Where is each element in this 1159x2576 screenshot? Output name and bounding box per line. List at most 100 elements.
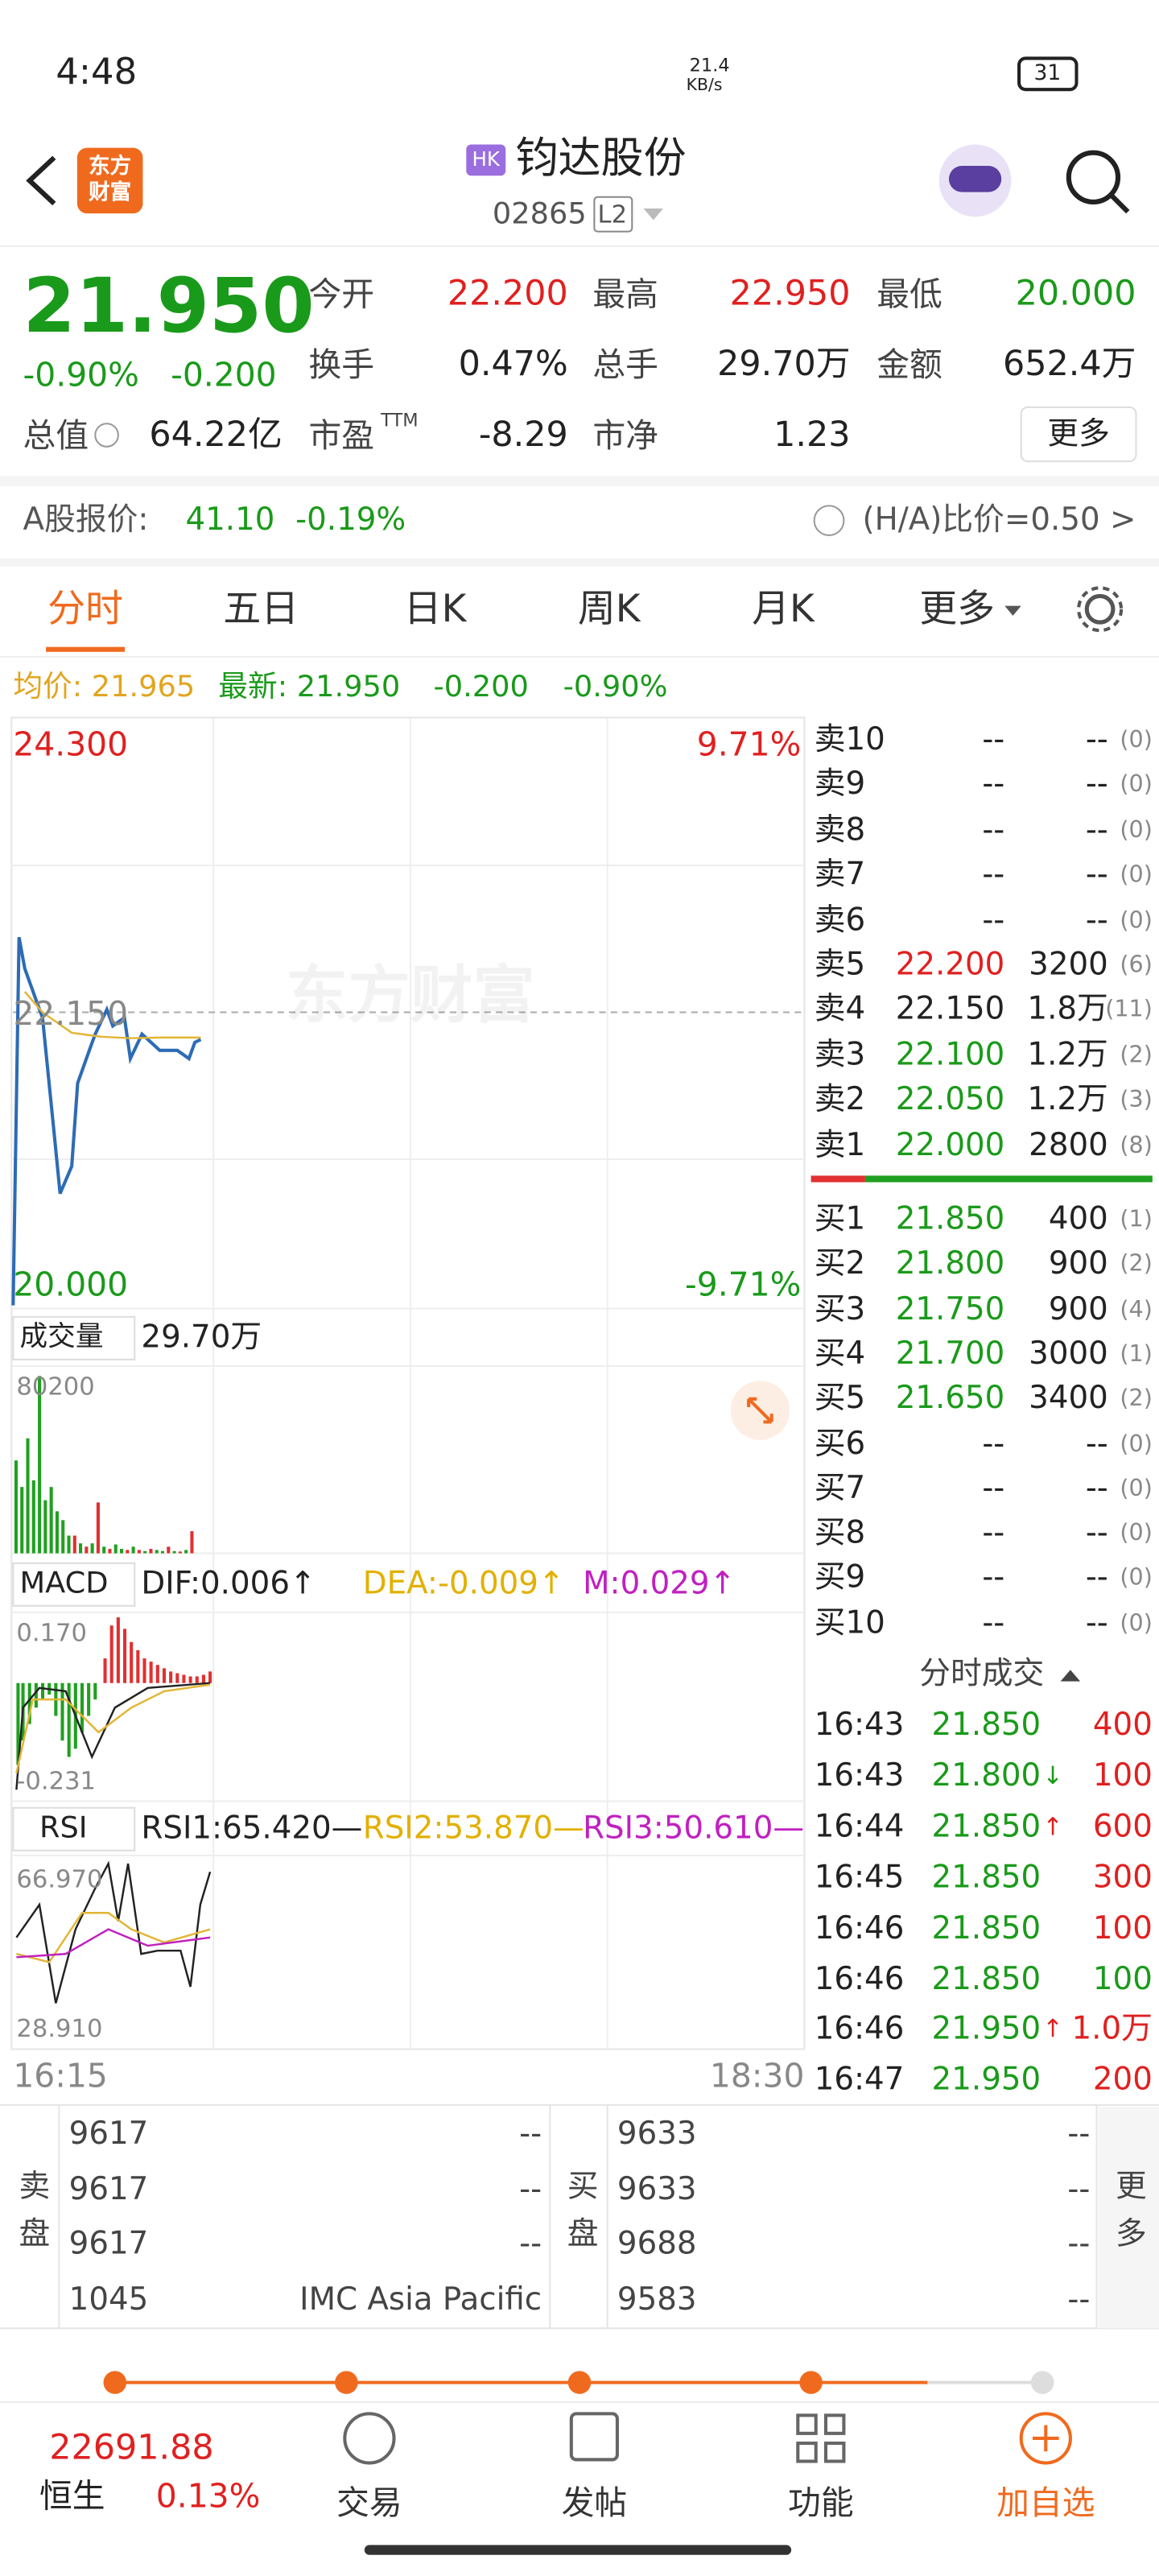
change-pct: -0.90% <box>23 354 139 394</box>
volume-bar <box>120 1549 124 1554</box>
book-price: -- <box>982 1559 1005 1596</box>
search-icon[interactable] <box>1066 150 1121 204</box>
field-label: 换手 <box>308 345 375 385</box>
volume-label[interactable]: 成交量 <box>19 1320 104 1354</box>
avg-price: 均价: 21.965 <box>13 670 196 705</box>
book-volume: -- <box>1085 1604 1108 1641</box>
book-volume: 400 <box>1048 1201 1108 1237</box>
book-price: -- <box>982 857 1005 893</box>
nav-item[interactable]: 发帖 <box>561 2483 628 2522</box>
band <box>0 476 1159 486</box>
trade-volume: 200 <box>1092 2062 1153 2099</box>
volume-bar <box>155 1550 159 1554</box>
back-icon[interactable] <box>26 155 56 206</box>
book-count: (0) <box>1120 1610 1153 1637</box>
field-value: 29.70万 <box>717 344 851 384</box>
trade-arrow: ↑ <box>1042 1811 1063 1842</box>
robot-icon[interactable] <box>938 144 1012 217</box>
book-price: 22.150 <box>895 991 1005 1028</box>
rsi3: RSI3:50.610— <box>583 1810 805 1847</box>
field-label: 总值 <box>23 415 89 455</box>
latest-price: 最新: 21.950 <box>218 670 401 705</box>
trade-icon[interactable] <box>343 2412 396 2465</box>
watermark: 东方财富 <box>285 959 535 1031</box>
book-count: (0) <box>1120 1520 1153 1547</box>
tab[interactable]: 更多 <box>919 588 996 632</box>
broker-id: 9633 <box>617 2116 697 2153</box>
more-button[interactable]: 更多 <box>1047 416 1110 452</box>
latest-change: -0.200 <box>433 670 529 705</box>
nav-item[interactable]: 交易 <box>336 2483 402 2522</box>
trade-time: 16:43 <box>814 1707 905 1744</box>
ha-ratio[interactable]: (H/A)比价=0.50 > <box>862 502 1136 539</box>
broker-id: 1045 <box>68 2281 149 2318</box>
broker-more[interactable]: 更多 <box>1110 2169 1147 2264</box>
book-level: 卖3 <box>814 1036 866 1073</box>
volume-bar <box>14 1460 18 1554</box>
macd-bars <box>103 1617 212 1683</box>
trade-price: 21.850 <box>931 1960 1041 1997</box>
book-count: (2) <box>1120 1385 1153 1413</box>
book-price: -- <box>982 1514 1005 1551</box>
chart-frame <box>10 716 806 2050</box>
broker-id: 9617 <box>68 2116 149 2153</box>
book-price: -- <box>982 901 1005 938</box>
tab[interactable]: 五日 <box>223 588 299 632</box>
trade-volume: 1.0万 <box>1071 2011 1153 2048</box>
func-icon[interactable] <box>796 2413 846 2463</box>
macd-dea <box>15 1683 211 1774</box>
broker-id: 9617 <box>68 2170 149 2207</box>
macd-dea: DEA:-0.009↑ <box>362 1565 565 1602</box>
x-tick-label: 18:30 <box>709 2055 805 2095</box>
status-time: 4:48 <box>56 52 138 94</box>
trade-price: 21.850 <box>931 1808 1041 1845</box>
field-label: 最低 <box>876 274 942 314</box>
field-value: 0.47% <box>458 344 568 384</box>
add-icon[interactable] <box>1019 2412 1072 2465</box>
field-value: 22.950 <box>729 273 851 313</box>
trades-title: 分时成交 <box>919 1656 1045 1692</box>
dropdown[interactable] <box>643 208 664 221</box>
volume-bar <box>38 1376 42 1554</box>
book-volume: 1.2万 <box>1027 1036 1108 1073</box>
book-level: 买6 <box>814 1425 866 1462</box>
volume-bar <box>31 1480 35 1554</box>
net-speed: 21.4 <box>689 55 730 76</box>
broker-name: -- <box>1067 2281 1091 2318</box>
book-volume: 3400 <box>1029 1380 1108 1417</box>
tab[interactable]: 日K <box>403 588 467 632</box>
index-value: 22691.88 <box>49 2427 214 2467</box>
book-price: -- <box>982 1604 1005 1641</box>
nav-item[interactable]: 加自选 <box>996 2483 1095 2522</box>
volume-bar <box>143 1550 147 1554</box>
nav-item[interactable]: 功能 <box>788 2483 854 2522</box>
post-icon[interactable] <box>569 2412 619 2462</box>
y2-tick-label: 9.71% <box>696 724 802 764</box>
book-level: 买8 <box>814 1514 866 1551</box>
book-price: 21.650 <box>895 1380 1005 1417</box>
book-level: 买7 <box>814 1470 866 1507</box>
field-label: 市盈 <box>308 415 375 455</box>
book-price: 22.100 <box>895 1036 1005 1073</box>
volume-bar <box>184 1550 188 1554</box>
help-icon[interactable] <box>813 505 845 536</box>
macd-m: M:0.029↑ <box>583 1565 736 1602</box>
book-level: 卖9 <box>814 766 866 803</box>
tab[interactable]: 月K <box>752 588 815 632</box>
settings-icon[interactable] <box>1084 593 1116 625</box>
trade-price: 21.800 <box>931 1757 1041 1794</box>
book-count: (6) <box>1120 952 1153 979</box>
book-bar <box>864 1175 1153 1183</box>
macd-label[interactable]: MACD <box>19 1566 109 1601</box>
broker-name: -- <box>1067 2170 1091 2207</box>
tab[interactable]: 周K <box>577 588 641 632</box>
trade-price: 21.950 <box>931 2062 1041 2099</box>
rsi-label[interactable]: RSI <box>39 1810 88 1846</box>
rsi1: RSI1:65.420— <box>141 1810 363 1847</box>
rsi-bottom: 28.910 <box>16 2013 103 2044</box>
book-volume: -- <box>1085 811 1108 848</box>
tab[interactable]: 分时 <box>47 588 123 632</box>
expand-icon[interactable] <box>730 1381 790 1440</box>
book-volume: -- <box>1085 857 1108 893</box>
